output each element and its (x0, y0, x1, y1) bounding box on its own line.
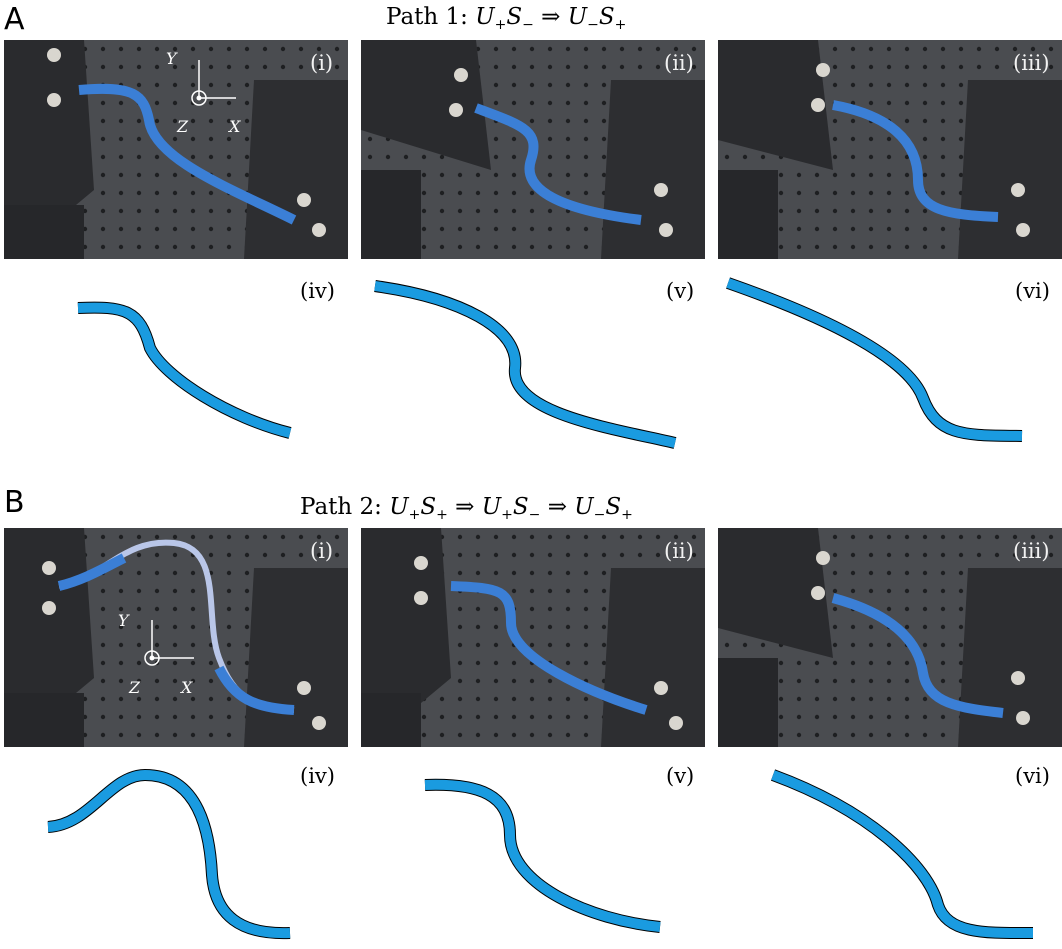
experiment-photo (718, 40, 1062, 259)
label-a-vi: (vi) (1015, 279, 1050, 303)
label-b-iii: (iii) (1013, 539, 1050, 563)
implies-arrow: ⇒ (541, 4, 561, 30)
state-b1: U+S+ (389, 494, 448, 523)
axis-triad: Y Z X (118, 611, 194, 697)
svg-text:X: X (227, 117, 241, 136)
svg-text:Y: Y (118, 611, 130, 630)
label-a-iv: (iv) (300, 279, 335, 303)
implies-arrow: ⇒ (455, 494, 475, 520)
photo-a-i: Y Z X (i) (4, 40, 348, 259)
panel-a-letter: A (4, 2, 25, 37)
experiment-photo (361, 528, 705, 747)
state-a1: U+S− (475, 4, 534, 33)
sim-b-vi (770, 769, 1034, 940)
label-a-iii: (iii) (1013, 51, 1050, 75)
state-a2: U−S+ (567, 4, 627, 33)
state-b3: U−S+ (574, 494, 633, 523)
label-b-v: (v) (666, 764, 695, 788)
sim-b-v (424, 778, 661, 933)
label-b-iv: (iv) (300, 764, 335, 788)
implies-arrow: ⇒ (547, 494, 567, 520)
photo-a-iii: (iii) (718, 40, 1062, 259)
state-b2: U+S− (481, 494, 541, 523)
label-b-ii: (ii) (664, 539, 694, 563)
sim-a-vi (726, 277, 1023, 442)
sim-a-v (374, 280, 677, 449)
sim-a-iv (77, 301, 292, 439)
photo-b-i: Y Z X (i) (4, 528, 348, 747)
svg-text:Z: Z (128, 678, 141, 697)
panel-b-title-prefix: Path 2: (300, 494, 382, 520)
axis-triad: Y Z X (166, 49, 241, 136)
sim-b-iv (47, 768, 291, 940)
label-b-i: (i) (310, 539, 334, 563)
svg-text:Y: Y (166, 49, 178, 68)
experiment-photo: Y Z X (4, 40, 348, 259)
panel-b-letter: B (4, 485, 25, 520)
label-a-ii: (ii) (664, 51, 694, 75)
experiment-photo: Y Z X (4, 528, 348, 747)
label-b-vi: (vi) (1015, 764, 1050, 788)
photo-a-ii: (ii) (361, 40, 705, 259)
svg-text:Z: Z (176, 117, 189, 136)
panel-b-title: Path 2: U+S+ ⇒ U+S− ⇒ U−S+ (300, 494, 633, 528)
label-a-i: (i) (310, 51, 334, 75)
experiment-photo (718, 528, 1062, 747)
svg-text:X: X (179, 678, 193, 697)
label-a-v: (v) (666, 279, 695, 303)
photo-b-ii: (ii) (361, 528, 705, 747)
panel-a-title: Path 1: U+S− ⇒ U−S+ (386, 4, 626, 38)
experiment-photo (361, 40, 705, 259)
photo-b-iii: (iii) (718, 528, 1062, 747)
panel-a-title-prefix: Path 1: (386, 4, 468, 30)
